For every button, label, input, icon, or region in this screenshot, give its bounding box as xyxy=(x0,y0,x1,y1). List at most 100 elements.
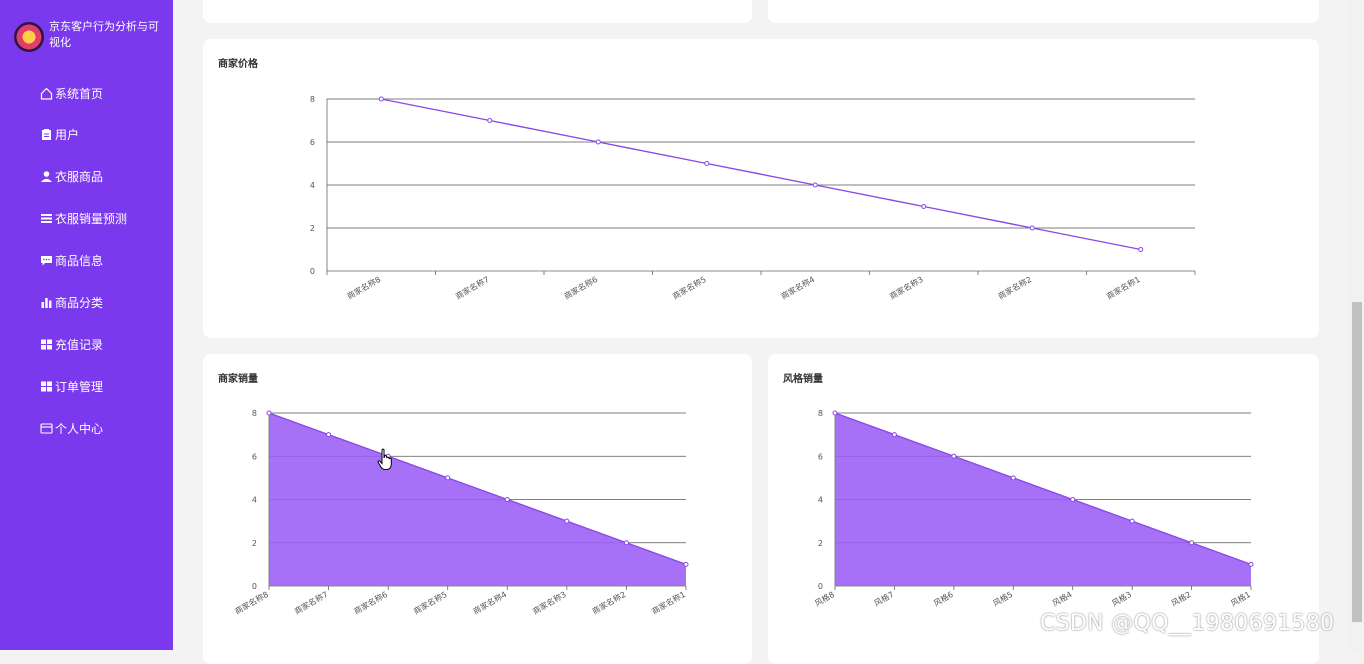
y-tick-label: 6 xyxy=(818,452,823,461)
chart-title: 风格销量 xyxy=(783,374,823,385)
sidebar-item-profile[interactable]: 个人中心 xyxy=(40,418,103,438)
y-tick-label: 8 xyxy=(818,409,823,418)
data-point xyxy=(1129,518,1135,524)
message-icon xyxy=(40,254,53,267)
merchant-price-chart: 0 2 4 6 8 商家名称8 商家名称7 商家名称6 商家名称5 商家名称4 商家名称3 商家名称2… xyxy=(310,95,1196,301)
x-tick-label: 商家名称4 xyxy=(779,274,816,301)
y-tick-label: 2 xyxy=(818,539,823,548)
app-logo xyxy=(14,22,44,52)
watermark: CSDN @QQ__1980691580 xyxy=(1040,611,1335,636)
y-tick-label: 2 xyxy=(310,224,315,233)
data-point xyxy=(1010,475,1016,481)
chart-title: 商家销量 xyxy=(218,374,258,385)
y-tick-label: 0 xyxy=(252,582,257,591)
x-tick-label: 商家名称8 xyxy=(233,589,270,616)
data-point xyxy=(487,118,493,123)
sidebar-item-label: 系统首页 xyxy=(55,86,104,101)
data-point xyxy=(921,204,927,209)
series-line xyxy=(381,98,1141,251)
x-tick-label: 商家名称8 xyxy=(345,274,382,301)
top-card-left xyxy=(203,0,752,23)
bar-chart-icon xyxy=(40,296,53,309)
clipboard-icon xyxy=(40,128,53,141)
data-point xyxy=(378,96,384,102)
y-tick-label: 6 xyxy=(252,452,257,461)
sidebar-item-users[interactable]: 用户 xyxy=(40,124,79,144)
data-point xyxy=(445,475,451,481)
card-icon xyxy=(40,422,53,435)
x-tick-label: 风格1 xyxy=(1229,589,1252,608)
sidebar-item-product-info[interactable]: 商品信息 xyxy=(40,250,103,270)
data-point xyxy=(832,410,838,416)
y-tick-label: 8 xyxy=(252,409,257,418)
sidebar-item-home[interactable]: 系统首页 xyxy=(40,83,103,103)
style-sales-chart: 0 2 4 6 8 风格8 风格7 风格6 风格5 风格4 风格3 风格2 风格1 xyxy=(813,409,1254,608)
sidebar-item-recharge[interactable]: 充值记录 xyxy=(40,334,103,354)
x-tick-label: 风格6 xyxy=(932,589,955,608)
data-point xyxy=(951,453,957,459)
x-tick-label: 商家名称6 xyxy=(562,274,599,301)
series-line xyxy=(268,412,687,566)
sidebar-item-label: 充值记录 xyxy=(55,337,104,352)
sidebar-item-label: 商品分类 xyxy=(55,295,104,310)
x-tick-label: 风格4 xyxy=(1050,589,1073,608)
y-tick-label: 4 xyxy=(818,496,823,505)
sidebar-item-label: 衣服销量预测 xyxy=(55,211,128,226)
sidebar-item-clothing[interactable]: 衣服商品 xyxy=(40,166,103,186)
grid-icon xyxy=(40,338,53,351)
scrollbar-thumb[interactable] xyxy=(1352,302,1362,622)
user-icon xyxy=(40,170,53,183)
y-tick-label: 0 xyxy=(310,267,315,276)
data-point xyxy=(1189,540,1195,546)
data-point xyxy=(683,561,689,567)
data-point xyxy=(1248,561,1254,567)
page-scrollbar[interactable] xyxy=(1350,0,1364,650)
app-title: 京东客户行为分析与可视化 xyxy=(49,20,159,49)
data-point xyxy=(812,182,818,188)
data-point xyxy=(326,432,332,438)
sidebar-item-orders[interactable]: 订单管理 xyxy=(40,376,103,396)
sidebar-item-label: 用户 xyxy=(55,127,80,142)
sidebar-item-label: 衣服商品 xyxy=(55,169,104,184)
data-point xyxy=(504,497,510,502)
x-tick-label: 风格3 xyxy=(1110,589,1133,608)
x-tick-label: 商家名称6 xyxy=(352,589,389,616)
sidebar: 京东客户行为分析与可视化 系统首页 用户 衣服商品 衣服销量预测 商品信息 xyxy=(0,0,173,650)
area-fill xyxy=(269,413,686,586)
list-icon xyxy=(40,212,53,225)
sidebar-item-label: 个人中心 xyxy=(55,421,104,436)
x-tick-label: 商家名称7 xyxy=(292,589,329,616)
data-point xyxy=(1138,247,1144,252)
sidebar-item-sales-forecast[interactable]: 衣服销量预测 xyxy=(40,208,127,228)
brand: 京东客户行为分析与可视化 xyxy=(14,18,164,58)
x-tick-label: 风格2 xyxy=(1169,589,1192,608)
grid-icon xyxy=(40,380,53,393)
x-tick-label: 风格7 xyxy=(872,589,895,608)
merchant-sales-card: 商家销量 0 2 4 6 8 商家名称8 商家名称7 商家名称6 商家名称5 商家名称4 商家名称3… xyxy=(203,354,752,664)
y-tick-label: 4 xyxy=(252,496,257,505)
data-point xyxy=(623,540,629,546)
x-tick-label: 商家名称1 xyxy=(1105,274,1142,301)
merchant-sales-chart: 0 2 4 6 8 商家名称8 商家名称7 商家名称6 商家名称5 商家名称4 商家名称3 商家名称2… xyxy=(233,409,689,616)
y-tick-label: 4 xyxy=(310,181,315,190)
x-tick-label: 商家名称7 xyxy=(454,274,491,301)
x-tick-label: 风格8 xyxy=(813,589,836,608)
y-tick-label: 0 xyxy=(818,582,823,591)
sidebar-item-label: 订单管理 xyxy=(55,379,104,394)
merchant-price-card: 商家价格 0 2 4 6 8 商家名称8 商家名称7 商家名称6 商家名称5 商家名称4 商家名称3… xyxy=(203,39,1319,338)
x-tick-label: 商家名称1 xyxy=(650,589,687,616)
home-icon xyxy=(40,87,53,100)
x-tick-label: 商家名称2 xyxy=(590,589,627,616)
hand-cursor-icon xyxy=(377,448,395,476)
area-fill xyxy=(835,413,1251,586)
data-point xyxy=(266,410,272,416)
x-tick-label: 商家名称3 xyxy=(531,589,568,616)
x-tick-label: 商家名称5 xyxy=(671,274,708,301)
x-tick-label: 商家名称5 xyxy=(412,589,449,616)
data-point xyxy=(595,139,601,145)
sidebar-item-product-category[interactable]: 商品分类 xyxy=(40,292,103,312)
series-line xyxy=(834,412,1252,566)
x-tick-label: 商家名称3 xyxy=(888,274,925,301)
chart-title: 商家价格 xyxy=(218,59,258,70)
data-point xyxy=(1029,225,1035,231)
